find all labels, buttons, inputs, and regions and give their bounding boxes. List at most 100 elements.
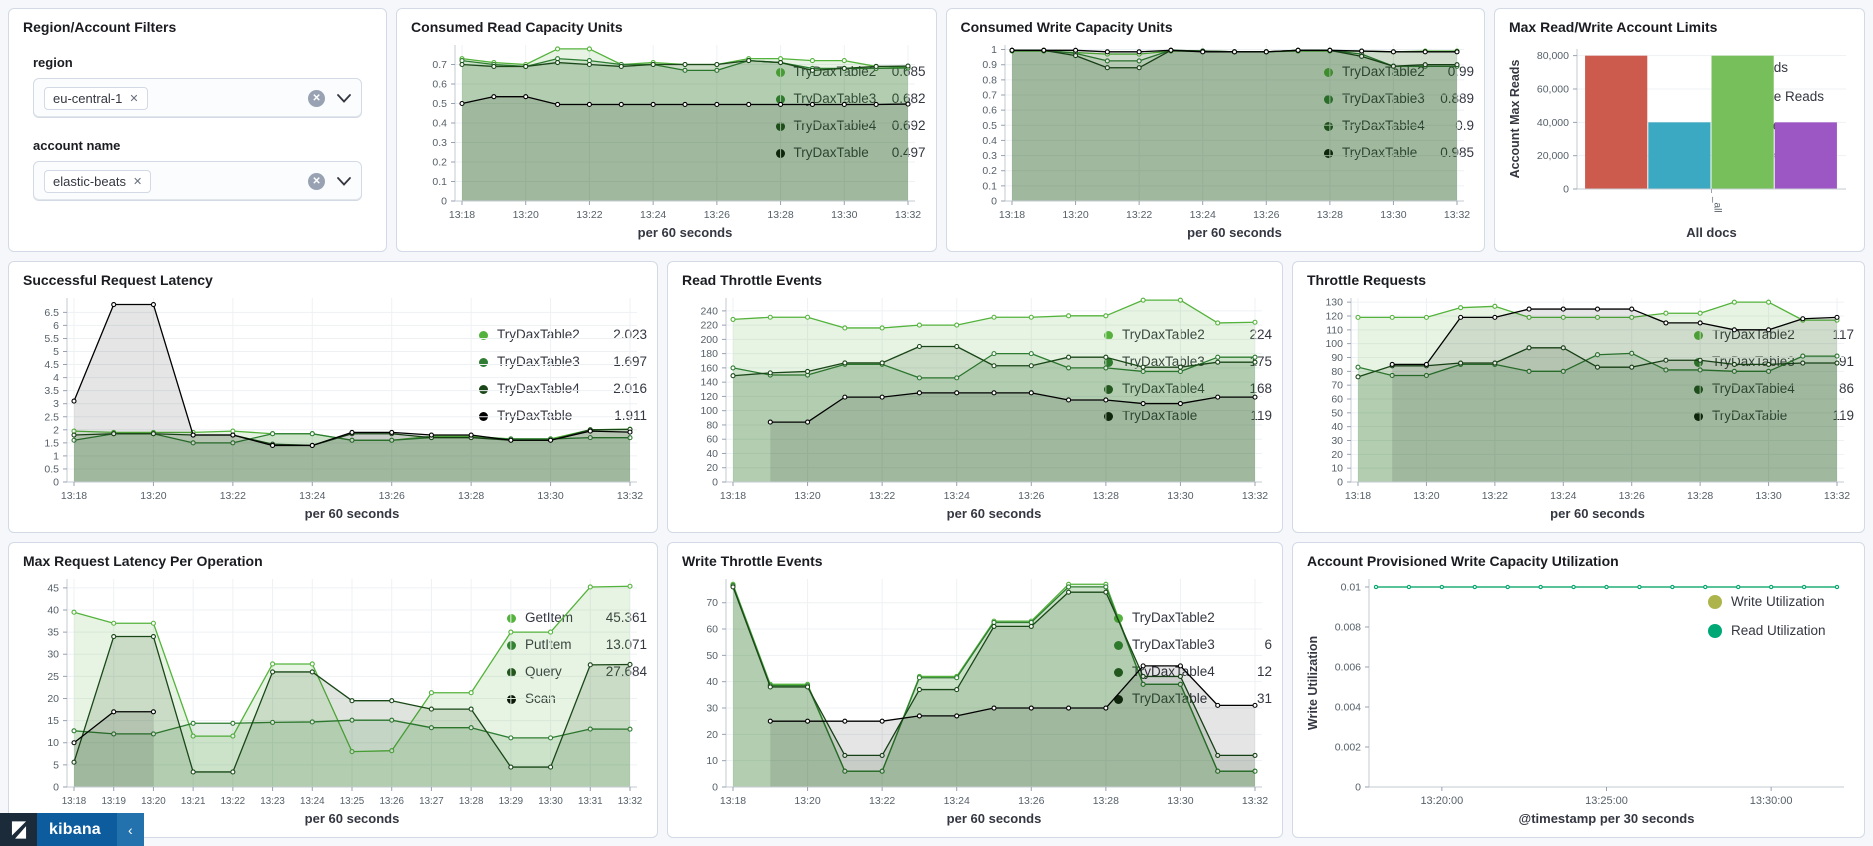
legend-series-value: 0.985	[1440, 145, 1474, 160]
svg-text:90: 90	[1331, 352, 1343, 364]
legend-item[interactable]: TryDaxTable3 6	[1114, 636, 1272, 654]
consumed-write-capacity-chart[interactable]: 0 0.1 0.2 0.3 0.4 0.5 0.6 0.7 0.8 0.9 1 13:18 13:20 1…	[957, 35, 1470, 245]
legend-series-dot-icon	[1104, 330, 1113, 340]
panel-title: Max Request Latency Per Operation	[23, 553, 263, 569]
selected-option-chip[interactable]: elastic-beats ✕	[44, 169, 152, 193]
svg-text:120: 120	[1325, 310, 1343, 322]
svg-text:@timestamp per 30 seconds: @timestamp per 30 seconds	[1519, 811, 1695, 826]
svg-text:0.1: 0.1	[432, 176, 447, 188]
svg-text:30: 30	[1331, 435, 1343, 447]
legend-item[interactable]: TryDaxTable3 1.697	[479, 353, 647, 371]
legend-series-name: TryDaxTable2	[1132, 610, 1215, 625]
legend-item[interactable]: PutItem 13.071	[507, 636, 647, 654]
svg-text:13:30: 13:30	[1380, 209, 1406, 221]
collapse-sidebar-icon[interactable]: ‹	[116, 813, 144, 846]
consumed-read-capacity-chart[interactable]: 0 0.1 0.2 0.3 0.4 0.5 0.6 0.7 13:18 13:20 13:22 13:…	[407, 35, 921, 245]
svg-text:All docs: All docs	[1686, 225, 1737, 240]
svg-text:80: 80	[1331, 366, 1343, 378]
svg-text:13:25:00: 13:25:00	[1585, 795, 1628, 807]
account-name-select[interactable]: elastic-beats ✕ ✕	[33, 161, 363, 201]
legend-item[interactable]: Write Utilization	[1708, 593, 1854, 611]
svg-text:13:26: 13:26	[379, 490, 405, 502]
legend-item[interactable]: GetItem 45.361	[507, 609, 647, 627]
account-limits-bar-chart[interactable]: 0 20,000 40,000 60,000 80,000 _all All docs Acc…	[1505, 35, 1846, 245]
svg-text:180: 180	[700, 348, 718, 360]
clear-field-icon[interactable]: ✕	[308, 89, 326, 107]
legend-series-name: Query	[525, 664, 562, 679]
svg-text:200: 200	[700, 334, 718, 346]
svg-text:13:24: 13:24	[944, 795, 970, 807]
legend-series-name: GetItem	[525, 610, 574, 625]
legend-item[interactable]: Read Utilization	[1708, 622, 1854, 640]
svg-text:3: 3	[53, 398, 59, 410]
clear-field-icon[interactable]: ✕	[308, 172, 326, 190]
kibana-logo[interactable]	[0, 813, 37, 846]
legend-series-dot-icon	[479, 330, 488, 340]
legend-item[interactable]: TryDaxTable 0.497	[775, 144, 926, 162]
legend-item[interactable]: TryDaxTable4 12	[1114, 663, 1272, 681]
svg-text:13:32: 13:32	[1443, 209, 1469, 221]
filter-field-account-name: account name elastic-beats ✕ ✕	[33, 138, 363, 201]
legend-series-name: TryDaxTable3	[497, 354, 580, 369]
read-throttle-events-chart[interactable]: 0 20 40 60 80 100 120 140 160 180 200 220 240 13:18 13…	[678, 288, 1268, 526]
svg-text:40: 40	[1331, 421, 1343, 433]
svg-text:40: 40	[706, 448, 718, 460]
legend-item[interactable]: TryDaxTable 119	[1104, 407, 1272, 425]
legend-series-dot-icon	[507, 640, 516, 650]
svg-text:10: 10	[1331, 463, 1343, 475]
svg-text:13:32: 13:32	[895, 209, 921, 221]
remove-option-icon[interactable]: ✕	[132, 175, 143, 188]
legend-series-value: 0.692	[891, 118, 926, 133]
legend-item[interactable]: TryDaxTable2 224	[1104, 326, 1272, 344]
svg-text:0.7: 0.7	[982, 89, 997, 101]
legend-series-name: TryDaxTable	[793, 145, 869, 160]
legend-item[interactable]: TryDaxTable 0.985	[1323, 144, 1474, 162]
svg-text:13:20: 13:20	[794, 795, 820, 807]
chart-svg: 0 5 10 15 20 25 30 35 40 45 13:18 13:19 13:20 13:21 13…	[47, 579, 642, 826]
legend-series-dot-icon	[1104, 357, 1113, 367]
throttle-requests-chart[interactable]: 0 10 20 30 40 50 60 70 80 90 100 110 120 130 13:18 13:2…	[1303, 288, 1850, 526]
chevron-down-icon[interactable]	[337, 176, 351, 186]
write-capacity-utilization-chart[interactable]: 0 0.002 0.004 0.006 0.008 0.01 13:20:00 13:25:0…	[1303, 569, 1844, 831]
write-throttle-events-chart[interactable]: 0 10 20 30 40 50 60 70 13:18 13:20 13:22 13:24 13:26…	[678, 569, 1268, 831]
legend-series-value: 27.684	[605, 664, 647, 679]
panel-throttle-requests: Throttle Requests 0 10 20 30 40 50 60 70 80 90 100…	[1292, 261, 1865, 533]
legend-item[interactable]: Query 27.684	[507, 663, 647, 681]
region-select[interactable]: eu-central-1 ✕ ✕	[33, 78, 363, 118]
svg-text:0.2: 0.2	[432, 157, 447, 169]
legend-series-name: TryDaxTable3	[793, 91, 877, 106]
remove-option-icon[interactable]: ✕	[129, 92, 139, 105]
legend-item[interactable]: TryDaxTable 1.911	[479, 407, 647, 425]
svg-text:0.9: 0.9	[982, 59, 997, 71]
svg-text:per 60 seconds: per 60 seconds	[947, 506, 1042, 521]
successful-request-latency-chart[interactable]: 0 0.5 1 1.5 2 2.5 3 3.5 4 4.5 5 5.5 6 6.5 13:18 13:20 13…	[19, 288, 643, 526]
legend-series-name: TryDaxTable	[1341, 145, 1418, 160]
svg-text:15: 15	[47, 715, 59, 727]
panel-consumed-read-capacity-units: Consumed Read Capacity Units 0 0.1 0.2 0.3 0…	[396, 8, 937, 252]
svg-text:0.3: 0.3	[982, 150, 997, 162]
filter-label: region	[33, 55, 73, 70]
chip-label: elastic-beats	[53, 173, 126, 189]
svg-text:2: 2	[53, 424, 59, 436]
chevron-down-icon[interactable]	[337, 93, 351, 103]
chart-svg: 0 0.1 0.2 0.3 0.4 0.5 0.6 0.7 13:18 13:20 13:22 13:…	[432, 45, 921, 240]
chart-svg: 0 10 20 30 40 50 60 70 13:18 13:20 13:22 13:24 13:26…	[706, 579, 1268, 826]
svg-text:13:29: 13:29	[499, 796, 524, 807]
legend-series-name: TryDaxTable2	[1341, 64, 1425, 79]
svg-text:13:18: 13:18	[61, 490, 87, 502]
svg-text:13:26: 13:26	[379, 796, 404, 807]
chart-legend: GetItem 45.361 PutItem 13.071 Query 27.684 Sca…	[507, 569, 647, 831]
svg-text:60: 60	[706, 624, 718, 636]
legend-series-name: TryDaxTable4	[1122, 381, 1205, 396]
legend-item[interactable]: TryDaxTable3 0.682	[775, 90, 926, 108]
legend-item[interactable]: TryDaxTable4 0.692	[775, 117, 926, 135]
selected-option-chip[interactable]: eu-central-1 ✕	[44, 86, 148, 110]
max-request-latency-chart[interactable]: 0 5 10 15 20 25 30 35 40 45 13:18 13:19 13:20 13:21 13…	[19, 569, 642, 831]
svg-text:6: 6	[53, 320, 59, 332]
legend-series-value: 45.361	[605, 610, 647, 625]
svg-text:0.002: 0.002	[1335, 742, 1361, 754]
svg-text:13:25: 13:25	[340, 796, 365, 807]
svg-text:13:18: 13:18	[720, 795, 746, 807]
legend-item[interactable]: TryDaxTable2 0.99	[1323, 63, 1474, 81]
svg-text:Account Max Reads: Account Max Reads	[1508, 60, 1522, 179]
